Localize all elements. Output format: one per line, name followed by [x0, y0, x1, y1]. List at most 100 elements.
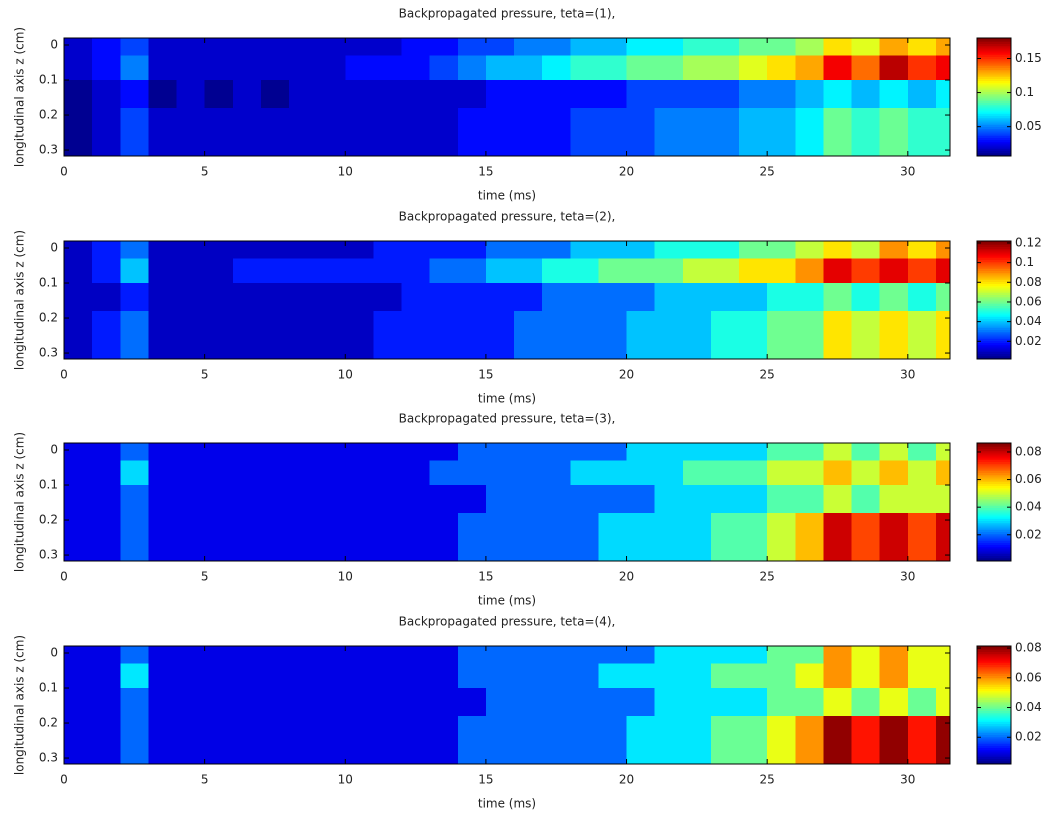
colorbar	[977, 443, 1011, 562]
heatmap-cell	[120, 80, 149, 109]
heatmap-cell	[457, 460, 487, 486]
heatmap-cell	[401, 460, 431, 486]
heatmap-cell	[542, 55, 571, 81]
heatmap-cell	[682, 688, 712, 717]
heatmap-cell	[289, 485, 318, 514]
heatmap-cell	[879, 108, 909, 157]
colorbar-swatch	[977, 472, 1011, 475]
heatmap-cell	[317, 688, 346, 717]
colorbar-swatch	[977, 102, 1011, 105]
heatmap-cell	[823, 258, 853, 284]
colorbar-swatch	[977, 78, 1011, 81]
x-tick-label: 0	[60, 165, 68, 179]
colorbar-swatch	[977, 323, 1011, 327]
heatmap-cell	[823, 80, 853, 109]
heatmap-cell	[879, 311, 909, 360]
heatmap-cell	[907, 55, 937, 81]
colorbar-swatch	[977, 287, 1011, 290]
heatmap-cell	[767, 241, 796, 260]
colorbar-swatch	[977, 115, 1011, 118]
y-tick-label: 0.3	[39, 548, 58, 562]
heatmap-cell	[429, 311, 459, 360]
heatmap-cell	[345, 716, 374, 765]
heatmap-cell	[514, 258, 543, 284]
colorbar-swatch	[977, 522, 1011, 525]
colorbar-swatch	[977, 679, 1011, 682]
heatmap-cell	[64, 38, 93, 57]
colorbar-tick-label: 0.04	[1015, 700, 1042, 714]
colorbar-swatch	[977, 728, 1011, 732]
x-tick-label: 15	[478, 773, 493, 787]
colorbar-swatch	[977, 721, 1011, 724]
x-tick-label: 5	[201, 165, 209, 179]
heatmap-cell	[682, 258, 712, 284]
colorbar-swatch	[977, 274, 1011, 277]
x-axis-label: time (ms)	[478, 797, 536, 811]
colorbar-swatch	[977, 132, 1011, 135]
heatmap-cell	[598, 80, 628, 109]
colorbar-swatch	[977, 548, 1011, 551]
colorbar-swatch	[977, 751, 1011, 754]
x-tick-label: 25	[760, 368, 775, 382]
heatmap-cell	[542, 485, 571, 514]
colorbar-swatch	[977, 479, 1011, 483]
heatmap-cell	[654, 283, 684, 312]
colorbar-swatch	[977, 454, 1011, 457]
heatmap-cell	[204, 38, 234, 57]
heatmap-cell	[148, 55, 178, 81]
colorbar-swatch	[977, 130, 1011, 133]
heatmap-cell	[120, 485, 149, 514]
heatmap-cell	[851, 688, 881, 717]
heatmap-cell	[92, 688, 121, 717]
heatmap-cell	[485, 443, 515, 462]
heatmap-cell	[907, 311, 937, 360]
heatmap-cell	[682, 460, 712, 486]
heatmap-cell	[795, 485, 824, 514]
heatmap-cell	[514, 55, 543, 81]
heatmap-cell	[654, 80, 684, 109]
heatmap-cell	[317, 38, 346, 57]
heatmap-cell	[654, 513, 684, 562]
heatmap-cell	[429, 258, 459, 284]
heatmap-cell	[148, 108, 178, 157]
heatmap-cell	[401, 283, 431, 312]
colorbar-swatch	[977, 535, 1011, 538]
heatmap-cell	[767, 646, 796, 665]
x-axis-label: time (ms)	[478, 189, 536, 203]
x-tick-label: 20	[619, 570, 634, 584]
heatmap-cell	[64, 311, 93, 360]
heatmap-cell	[401, 108, 431, 157]
heatmap-cell	[514, 663, 543, 689]
heatmap-cell	[879, 688, 909, 717]
heatmap-cell	[795, 311, 824, 360]
x-axis-label: time (ms)	[478, 594, 536, 608]
heatmap-cell	[767, 108, 796, 157]
heatmap-cell	[120, 55, 149, 81]
y-tick-label: 0.3	[39, 346, 58, 360]
heatmap-cell	[823, 443, 853, 462]
heatmap-cell	[373, 663, 403, 689]
heatmap-cell	[682, 443, 712, 462]
colorbar-swatch	[977, 305, 1011, 308]
colorbar-swatch	[977, 466, 1011, 470]
colorbar-swatch	[977, 450, 1011, 453]
colorbar-swatch	[977, 551, 1011, 555]
y-tick-label: 0	[50, 38, 58, 52]
heatmap-cell	[429, 443, 459, 462]
heatmap-cell	[92, 716, 121, 765]
heatmap-cell	[935, 716, 951, 765]
heatmap-cell	[232, 646, 262, 665]
heatmap-cell	[907, 485, 937, 514]
colorbar-swatch	[977, 455, 1011, 459]
heatmap-cell	[64, 443, 93, 462]
colorbar-swatch	[977, 93, 1011, 96]
heatmap-cell	[373, 80, 403, 109]
heatmap-cell	[795, 663, 824, 689]
heatmap-cell	[795, 513, 824, 562]
heatmap-cell	[345, 241, 374, 260]
colorbar-swatch	[977, 261, 1011, 264]
heatmap-cell	[429, 55, 459, 81]
colorbar-swatch	[977, 671, 1011, 675]
y-tick-label: 0.3	[39, 751, 58, 765]
heatmap-cell	[92, 485, 121, 514]
